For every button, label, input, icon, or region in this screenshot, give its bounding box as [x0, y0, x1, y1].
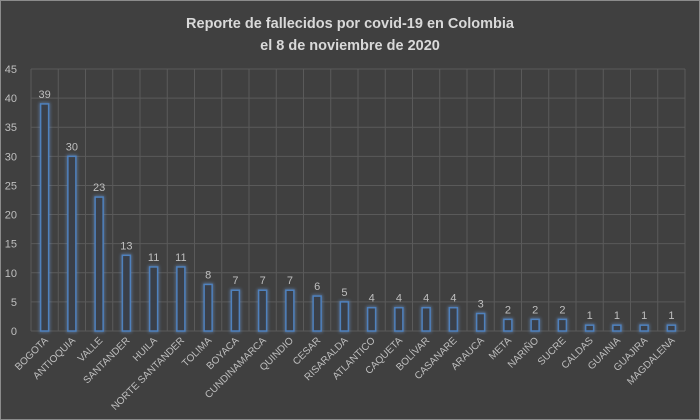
bar	[121, 254, 132, 332]
bar	[666, 324, 677, 332]
bar	[394, 306, 404, 332]
bar	[639, 324, 649, 332]
y-tick-label: 20	[5, 210, 17, 222]
bar	[503, 318, 513, 332]
data-label: 23	[93, 182, 105, 194]
data-label: 3	[478, 299, 484, 311]
bar	[94, 196, 104, 332]
y-tick-label: 45	[5, 64, 17, 76]
bar	[148, 266, 159, 332]
data-label: 7	[232, 275, 238, 287]
data-label: 4	[369, 293, 375, 305]
data-label: 7	[287, 275, 293, 287]
bar	[584, 324, 595, 332]
data-label: 2	[532, 304, 538, 316]
bar	[203, 283, 213, 332]
data-label: 4	[396, 293, 402, 305]
title-line-1: Reporte de fallecidos por covid-19 en Co…	[186, 16, 514, 32]
data-label: 6	[314, 281, 320, 293]
bar	[257, 289, 268, 332]
x-tick-label: MAGDALENA	[625, 335, 677, 387]
y-tick-label: 35	[5, 122, 17, 134]
y-tick-label: 25	[5, 180, 17, 192]
bar	[366, 306, 377, 332]
data-label: 1	[668, 310, 674, 322]
y-tick-label: 40	[5, 93, 17, 105]
bar	[448, 306, 459, 332]
y-tick-label: 5	[11, 297, 17, 309]
bar	[557, 318, 568, 332]
data-label: 4	[423, 293, 429, 305]
bar	[339, 301, 350, 332]
y-tick-label: 0	[11, 326, 17, 338]
bar	[39, 103, 50, 332]
data-label: 7	[260, 275, 266, 287]
y-tick-label: 30	[5, 151, 17, 163]
data-label: 1	[614, 310, 620, 322]
bar	[176, 266, 186, 332]
bar	[285, 289, 295, 332]
data-label: 11	[148, 252, 159, 264]
bar	[421, 306, 431, 332]
data-label: 39	[39, 89, 51, 101]
data-label: 13	[120, 240, 132, 252]
bar	[230, 289, 241, 332]
chart-title: Reporte de fallecidos por covid-19 en Co…	[1, 13, 699, 57]
data-label: 8	[205, 269, 211, 281]
data-label: 4	[450, 293, 456, 305]
bar	[67, 155, 77, 332]
y-tick-label: 10	[5, 268, 17, 280]
data-label: 30	[66, 141, 78, 153]
data-label: 5	[341, 287, 347, 299]
data-label: 1	[641, 310, 647, 322]
bar	[475, 312, 486, 332]
bar	[312, 295, 322, 332]
bar	[530, 318, 540, 332]
data-label: 1	[587, 310, 593, 322]
data-label: 2	[559, 304, 565, 316]
title-line-2: el 8 de noviembre de 2020	[260, 38, 440, 54]
data-label: 2	[505, 304, 511, 316]
bar	[612, 324, 622, 332]
data-label: 11	[175, 252, 186, 264]
y-tick-label: 15	[5, 239, 17, 251]
